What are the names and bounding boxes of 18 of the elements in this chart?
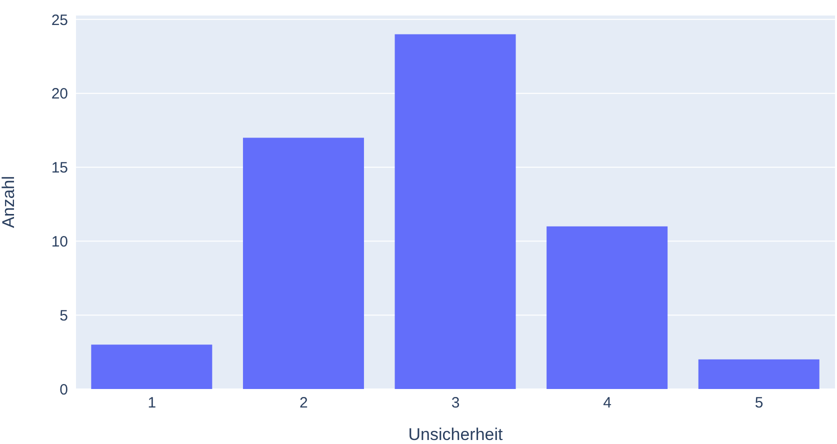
y-tick-label: 20	[51, 86, 68, 103]
x-tick-label: 3	[451, 394, 460, 412]
bar	[698, 359, 820, 389]
y-tick-label: 25	[51, 12, 68, 29]
bar	[242, 138, 364, 389]
x-tick-label: 4	[603, 394, 612, 412]
x-tick-label: 2	[300, 394, 308, 412]
y-tick-label: 0	[60, 381, 68, 398]
x-tick-label: 1	[148, 394, 156, 412]
y-tick-label: 5	[60, 307, 68, 324]
x-axis-title: Unsicherheit	[408, 425, 504, 444]
y-tick-label: 10	[51, 234, 68, 250]
y-axis-title: Anzahl	[0, 176, 18, 228]
bar	[546, 226, 668, 389]
y-tick-label: 15	[51, 160, 68, 177]
x-tick-label: 5	[754, 394, 764, 412]
bar	[394, 34, 516, 389]
bar	[91, 344, 212, 389]
